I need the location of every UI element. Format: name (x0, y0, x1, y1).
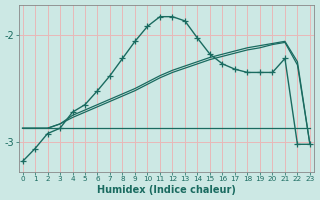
X-axis label: Humidex (Indice chaleur): Humidex (Indice chaleur) (97, 185, 236, 195)
